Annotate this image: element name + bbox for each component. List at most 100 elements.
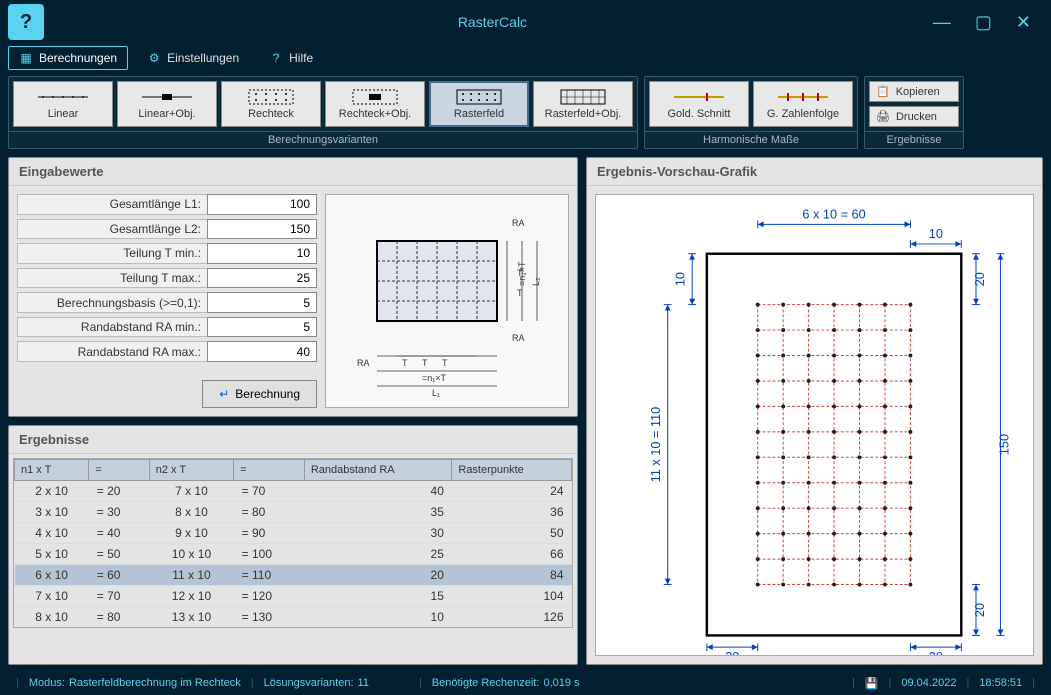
svg-text:L₂: L₂ — [531, 277, 541, 286]
table-cell: 7 x 10 — [15, 586, 89, 607]
action-icon: 📋 — [876, 85, 890, 98]
table-cell: 126 — [452, 607, 572, 628]
table-cell: 25 — [304, 544, 452, 565]
ribbon-btn-kopieren[interactable]: 📋Kopieren — [869, 81, 959, 102]
ribbon-btn-linear[interactable]: Linear — [13, 81, 113, 127]
table-row[interactable]: 8 x 10= 8013 x 10= 13010126 — [15, 607, 572, 628]
maximize-button[interactable]: ▢ — [975, 12, 992, 33]
ribbon-btn-label: Rasterfeld+Obj. — [545, 108, 622, 120]
status-mode-label: Modus: — [29, 677, 65, 689]
ribbon-btn-goldschnitt[interactable]: Gold. Schnitt — [649, 81, 749, 127]
ribbon-btn-rechteck[interactable]: Rechteck — [221, 81, 321, 127]
svg-text:T: T — [422, 358, 428, 368]
input-label: Randabstand RA min.: — [17, 317, 207, 338]
table-cell: = 120 — [234, 586, 305, 607]
table-row[interactable]: 3 x 10= 308 x 10= 803536 — [15, 502, 572, 523]
status-time: 0,019 s — [543, 677, 579, 689]
input-field-1[interactable] — [207, 219, 317, 240]
main-tabs: ▦ Berechnungen ⚙ Einstellungen ? Hilfe — [0, 44, 1051, 72]
table-row[interactable]: 4 x 10= 409 x 10= 903050 — [15, 523, 572, 544]
table-cell: 66 — [452, 544, 572, 565]
input-field-2[interactable] — [207, 243, 317, 264]
svg-text:=n₁×T: =n₁×T — [422, 373, 447, 383]
table-row[interactable]: 2 x 10= 207 x 10= 704024 — [15, 481, 572, 502]
table-cell: 3 x 10 — [15, 502, 89, 523]
input-field-4[interactable] — [207, 292, 317, 313]
svg-text:20: 20 — [972, 603, 987, 617]
status-time-label: Benötigte Rechenzeit: — [432, 677, 540, 689]
table-cell: 10 — [304, 607, 452, 628]
table-cell: 8 x 10 — [15, 607, 89, 628]
ribbon-group-label: Ergebnisse — [865, 131, 963, 148]
input-field-5[interactable] — [207, 317, 317, 338]
minimize-button[interactable]: — — [933, 12, 951, 33]
ribbon-btn-rechteckobj[interactable]: Rechteck+Obj. — [325, 81, 425, 127]
table-row[interactable]: 5 x 10= 5010 x 10= 1002566 — [15, 544, 572, 565]
results-panel: Ergebnisse n1 x T=n2 x T=Randabstand RAR… — [8, 425, 578, 665]
table-cell: = 80 — [234, 502, 305, 523]
tab-hilfe[interactable]: ? Hilfe — [258, 46, 324, 70]
ribbon-btn-gzahlenfolge[interactable]: G. Zahlenfolge — [753, 81, 853, 127]
table-cell: = 80 — [89, 607, 150, 628]
results-col-header[interactable]: n1 x T — [15, 460, 89, 481]
preview-panel: Ergebnis-Vorschau-Grafik 6 x 10 = 601011… — [586, 157, 1043, 665]
svg-text:RA: RA — [357, 358, 370, 368]
ribbon-btn-drucken[interactable]: 🖨Drucken — [869, 106, 959, 127]
results-col-header[interactable]: = — [234, 460, 305, 481]
ribbon-btn-label: G. Zahlenfolge — [767, 108, 839, 120]
table-cell: 36 — [452, 502, 572, 523]
variant-icon — [449, 88, 509, 106]
status-variants-label: Lösungsvarianten: — [264, 677, 354, 689]
status-clock: 18:58:51 — [979, 677, 1022, 689]
harm-icon — [669, 88, 729, 106]
results-table[interactable]: n1 x T=n2 x T=Randabstand RARasterpunkte… — [14, 459, 572, 628]
table-cell: 15 — [304, 586, 452, 607]
table-cell: = 20 — [89, 481, 150, 502]
table-row[interactable]: 6 x 10= 6011 x 10= 1102084 — [15, 565, 572, 586]
svg-text:20: 20 — [929, 649, 943, 656]
tab-einstellungen[interactable]: ⚙ Einstellungen — [136, 46, 250, 70]
compute-button[interactable]: ↵Berechnung — [202, 380, 317, 408]
svg-text:20: 20 — [725, 649, 739, 656]
table-cell: = 40 — [89, 523, 150, 544]
preview-graphic: 6 x 10 = 601011 x 10 = 11010150202010020… — [595, 194, 1034, 656]
table-cell: 8 x 10 — [149, 502, 233, 523]
tab-label: Hilfe — [289, 51, 313, 65]
close-button[interactable]: ✕ — [1016, 12, 1031, 33]
results-col-header[interactable]: Rasterpunkte — [452, 460, 572, 481]
ribbon-btn-linearobj[interactable]: Linear+Obj. — [117, 81, 217, 127]
results-col-header[interactable]: Randabstand RA — [304, 460, 452, 481]
ribbon-group-label: Berechnungsvarianten — [9, 131, 637, 148]
svg-text:10: 10 — [929, 226, 943, 241]
svg-text:20: 20 — [972, 272, 987, 286]
ribbon-group-label: Harmonische Maße — [645, 131, 857, 148]
titlebar: ? RasterCalc — ▢ ✕ — [0, 0, 1051, 44]
ribbon-group-ergebnisse: 📋Kopieren 🖨Drucken Ergebnisse — [864, 76, 964, 149]
action-icon: 🖨 — [876, 110, 890, 123]
svg-text:6 x 10 = 60: 6 x 10 = 60 — [802, 206, 865, 221]
input-field-0[interactable] — [207, 194, 317, 215]
statusbar: | Modus: Rasterfeldberechnung im Rechtec… — [0, 671, 1051, 695]
input-field-6[interactable] — [207, 341, 317, 362]
table-cell: 12 x 10 — [149, 586, 233, 607]
variant-icon — [137, 88, 197, 106]
tab-berechnungen[interactable]: ▦ Berechnungen — [8, 46, 128, 70]
inputs-title: Eingabewerte — [9, 158, 577, 186]
table-cell: = 110 — [234, 565, 305, 586]
results-col-header[interactable]: n2 x T — [149, 460, 233, 481]
table-cell: 30 — [304, 523, 452, 544]
table-cell: = 70 — [89, 586, 150, 607]
table-cell: 13 x 10 — [149, 607, 233, 628]
results-col-header[interactable]: = — [89, 460, 150, 481]
table-cell: 104 — [452, 586, 572, 607]
input-label: Randabstand RA max.: — [17, 341, 207, 362]
ribbon-btn-label: Linear — [48, 108, 79, 120]
results-title: Ergebnisse — [9, 426, 577, 454]
table-cell: 84 — [452, 565, 572, 586]
ribbon-btn-rasterfeldobj[interactable]: Rasterfeld+Obj. — [533, 81, 633, 127]
inputs-panel: Eingabewerte Gesamtlänge L1:Gesamtlänge … — [8, 157, 578, 417]
ribbon-btn-rasterfeld[interactable]: Rasterfeld — [429, 81, 529, 127]
ribbon-btn-label: Rechteck+Obj. — [339, 108, 411, 120]
table-row[interactable]: 7 x 10= 7012 x 10= 12015104 — [15, 586, 572, 607]
input-field-3[interactable] — [207, 268, 317, 289]
